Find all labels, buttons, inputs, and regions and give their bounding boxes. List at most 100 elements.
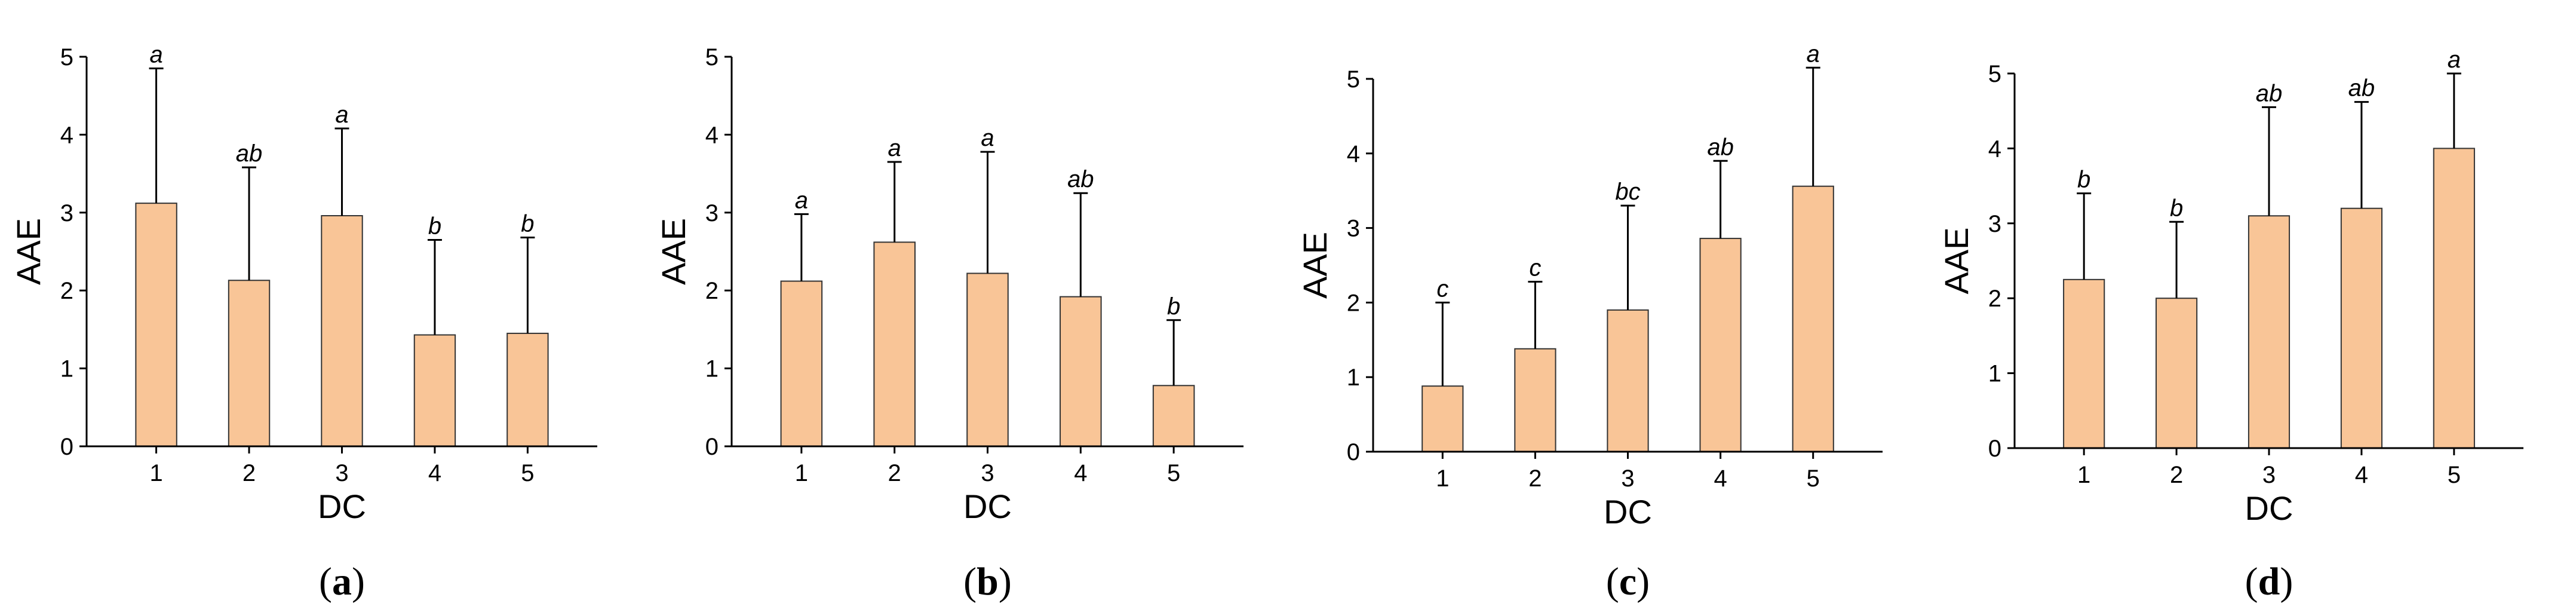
bar (321, 215, 363, 447)
bar (135, 203, 177, 447)
bar (780, 280, 823, 447)
x-tick-label: 4 (2355, 462, 2368, 488)
x-tick-label: 2 (242, 460, 256, 486)
x-tick-label: 4 (1714, 465, 1727, 492)
x-tick-label: 4 (1074, 460, 1087, 486)
x-tick-label: 3 (981, 460, 994, 486)
panel-label: (b) (963, 560, 1012, 603)
x-tick-label: 5 (2448, 462, 2461, 488)
significance-letter: a (2448, 47, 2461, 73)
y-tick-label: 2 (1347, 290, 1360, 316)
significance-letter: ab (1707, 134, 1734, 160)
x-tick-label: 3 (2262, 462, 2276, 488)
bar (873, 241, 916, 447)
x-tick-label: 5 (1807, 465, 1820, 492)
y-axis-title: AAE (1296, 232, 1334, 299)
y-tick-label: 2 (60, 278, 73, 304)
bar (228, 280, 271, 447)
y-tick-label: 5 (705, 44, 719, 71)
y-tick-label: 4 (705, 122, 719, 148)
significance-letter: b (2077, 167, 2090, 193)
y-tick-label: 1 (60, 356, 73, 382)
bar (2156, 298, 2198, 449)
bar (1060, 296, 1102, 447)
significance-letter: ab (2348, 75, 2375, 102)
significance-letter: a (888, 135, 901, 161)
y-tick-label: 1 (1988, 361, 2001, 387)
x-tick-label: 1 (1436, 465, 1449, 492)
significance-letter: a (1807, 41, 1820, 67)
panel-label: (c) (1606, 560, 1650, 603)
y-tick-label: 1 (705, 356, 719, 382)
y-tick-label: 0 (1988, 436, 2001, 462)
bar (1152, 385, 1195, 448)
y-tick-label: 2 (705, 278, 719, 304)
bar (2063, 278, 2105, 449)
bar (1699, 238, 1742, 452)
bar (966, 272, 1009, 447)
y-axis-title: AAE (655, 218, 692, 285)
y-tick-label: 5 (60, 44, 73, 71)
bar (2248, 215, 2291, 449)
significance-letter: b (521, 211, 534, 237)
y-tick-label: 0 (1347, 439, 1360, 465)
x-tick-label: 2 (888, 460, 901, 486)
significance-letter: b (1167, 293, 1180, 320)
significance-letter: c (1529, 255, 1541, 281)
significance-letter: ab (236, 140, 263, 167)
bar (1792, 185, 1834, 452)
y-tick-label: 4 (60, 122, 73, 148)
bar (2433, 148, 2475, 449)
y-tick-label: 0 (60, 434, 73, 460)
x-tick-label: 2 (2170, 462, 2183, 488)
chart-panel-c: c c bc ab a 0 1 2 3 4 5 1 2 3 4 5 DC AAE (c) (1296, 41, 1883, 603)
x-tick-label: 5 (521, 460, 534, 486)
significance-letter: c (1436, 275, 1448, 302)
bar (506, 332, 549, 447)
chart-panel-d: b b ab ab a 0 1 2 3 4 5 1 2 3 4 5 DC AAE (d) (1938, 47, 2523, 603)
bar (1607, 309, 1649, 452)
x-tick-label: 1 (795, 460, 808, 486)
significance-letter: b (428, 213, 441, 239)
y-tick-label: 2 (1988, 286, 2001, 312)
significance-letter: a (335, 102, 348, 128)
x-axis-title: DC (2245, 489, 2293, 527)
x-axis-title: DC (318, 488, 366, 525)
y-tick-label: 3 (1988, 211, 2001, 237)
significance-letter: ab (1067, 166, 1094, 192)
bar (1514, 348, 1556, 452)
x-tick-label: 5 (1167, 460, 1180, 486)
x-tick-label: 3 (1621, 465, 1634, 492)
panel-label: (d) (2245, 560, 2293, 603)
chart-panel-b: a a a ab b 0 1 2 3 4 5 1 2 3 4 5 DC AAE (b) (655, 44, 1244, 603)
bar (413, 334, 456, 448)
x-tick-label: 1 (2077, 462, 2090, 488)
y-tick-label: 5 (1988, 61, 2001, 87)
significance-letter: a (795, 187, 808, 213)
y-tick-label: 4 (1347, 141, 1360, 167)
x-tick-label: 4 (428, 460, 441, 486)
y-axis-title: AAE (1938, 227, 1975, 294)
x-axis-title: DC (1604, 493, 1652, 531)
y-tick-label: 4 (1988, 136, 2001, 162)
x-tick-label: 3 (335, 460, 348, 486)
y-tick-label: 3 (60, 200, 73, 226)
y-axis-title: AAE (10, 218, 47, 285)
bar (1421, 385, 1464, 453)
y-tick-label: 0 (705, 434, 719, 460)
panel-label: (a) (319, 560, 365, 603)
x-tick-label: 1 (149, 460, 162, 486)
significance-letter: a (981, 125, 994, 151)
y-tick-label: 3 (1347, 216, 1360, 242)
significance-letter: bc (1615, 179, 1640, 205)
x-axis-title: DC (963, 488, 1012, 525)
y-tick-label: 1 (1347, 364, 1360, 391)
y-tick-label: 3 (705, 200, 719, 226)
significance-letter: ab (2256, 80, 2283, 106)
x-tick-label: 2 (1528, 465, 1542, 492)
bar (2340, 207, 2382, 449)
y-tick-label: 5 (1347, 66, 1360, 93)
significance-letter: b (2170, 195, 2183, 221)
